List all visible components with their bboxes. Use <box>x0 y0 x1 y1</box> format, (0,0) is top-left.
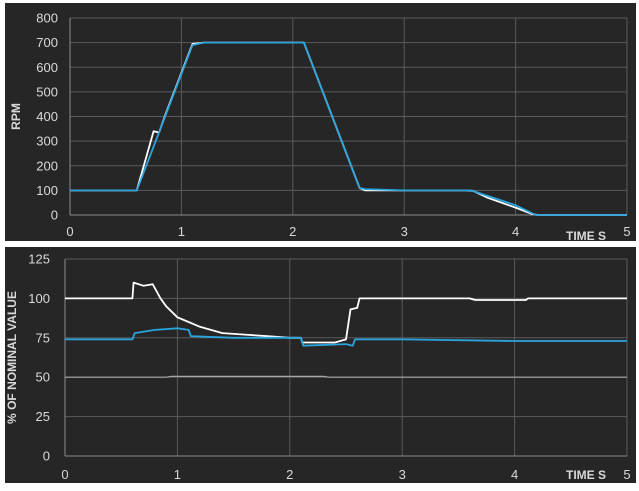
y-tick-label: 800 <box>36 11 58 26</box>
x-tick-label: 4 <box>511 467 518 482</box>
x-tick-label: 3 <box>399 467 406 482</box>
y-tick-label: 500 <box>36 84 58 99</box>
top-chart-panel <box>5 3 636 241</box>
x-tick-label: 1 <box>178 224 185 239</box>
y-tick-label: 300 <box>36 134 58 149</box>
y-axis-title: RPM <box>9 103 23 130</box>
y-axis-title: % OF NOMINAL VALUE <box>5 291 19 424</box>
y-tick-label: 125 <box>28 252 50 267</box>
x-axis-title: TIME S <box>566 229 606 243</box>
y-tick-label: 600 <box>36 60 58 75</box>
x-tick-label: 4 <box>512 224 519 239</box>
x-tick-label: 2 <box>286 467 293 482</box>
y-tick-label: 0 <box>51 208 58 223</box>
x-tick-label: 1 <box>174 467 181 482</box>
x-tick-label: 0 <box>66 224 73 239</box>
rpm-chart: 0 100 200 300 400 500 600 700 800 0 1 2 3 4 5 TIME S RPM <box>9 11 631 244</box>
y-tick-label: 100 <box>28 291 50 306</box>
x-tick-label: 2 <box>289 224 296 239</box>
y-tick-label: 100 <box>36 183 58 198</box>
series-line-3 <box>65 375 627 378</box>
y-tick-label: 200 <box>36 158 58 173</box>
y-tick-label: 0 <box>43 449 50 464</box>
y-tick-label: 75 <box>36 330 50 345</box>
y-tick-label: 25 <box>36 409 50 424</box>
series-line-2 <box>70 41 627 216</box>
y-tick-label: 50 <box>36 370 50 385</box>
nominal-value-chart: 0 25 50 75 100 125 0 1 2 3 4 5 TIME S % OF NOMINAL VA… <box>5 252 631 483</box>
x-tick-label: 3 <box>401 224 408 239</box>
bottom-chart-panel <box>5 247 636 483</box>
y-tick-label: 700 <box>36 35 58 50</box>
x-tick-label: 5 <box>623 224 630 239</box>
x-axis-title: TIME S <box>566 468 606 482</box>
x-tick-label: 5 <box>623 467 630 482</box>
y-tick-label: 400 <box>36 109 58 124</box>
series-line-2 <box>65 327 627 347</box>
x-tick-label: 0 <box>61 467 68 482</box>
